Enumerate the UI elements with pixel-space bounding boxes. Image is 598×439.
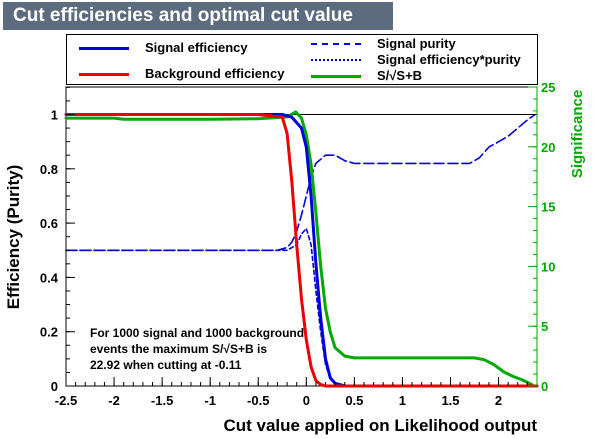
y2-tick-label: 5	[541, 319, 548, 334]
x-tick-label: 1	[399, 393, 406, 408]
annotation-line: 22.92 when cutting at -0.11	[90, 358, 242, 372]
legend-swatch	[311, 43, 361, 45]
legend-label: Signal purity	[377, 36, 456, 51]
x-tick-label: -1.5	[151, 393, 173, 408]
x-tick-label: -0.5	[247, 393, 269, 408]
legend-label: S/√S+B	[377, 68, 423, 83]
x-tick-label: 2	[495, 393, 502, 408]
y-axis-title: Efficiency (Purity)	[4, 165, 23, 310]
legend-swatch	[79, 47, 129, 50]
x-tick-label: 1.5	[441, 393, 459, 408]
y2-tick-label: 20	[541, 140, 555, 155]
legend-label: Signal efficiency	[145, 40, 248, 55]
legend-swatch	[311, 59, 361, 61]
series-line-signal-purity	[65, 113, 536, 252]
y2-tick-label: 10	[541, 259, 555, 274]
legend-swatch	[311, 75, 361, 78]
result-annotation: For 1000 signal and 1000 background even…	[90, 325, 360, 373]
y-tick-label: 0.2	[40, 325, 58, 340]
annotation-line: events the maximum S/√S+B is	[90, 342, 267, 356]
y2-tick-label: 0	[541, 379, 548, 394]
y-tick-label: 0.4	[40, 270, 59, 285]
legend-label: Signal efficiency*purity	[377, 52, 521, 67]
y-tick-label: 0.6	[40, 216, 58, 231]
x-axis-title: Cut value applied on Likelihood output	[223, 416, 537, 435]
x-tick-label: -2.5	[55, 393, 77, 408]
x-tick-label: 0.5	[345, 393, 363, 408]
series-line-s-s-b	[64, 110, 534, 387]
series-line-background-efficiency	[64, 113, 539, 388]
x-tick-label: 0	[303, 393, 310, 408]
y2-tick-label: 25	[541, 80, 555, 95]
series-layer	[64, 110, 539, 388]
axes: -2.5 -2 -1.5 -1 -0.5 0 0.5 1 1.5 200.20.40.60.810…	[40, 80, 556, 408]
legend-label: Background efficiency	[145, 66, 285, 81]
x-tick-label: -2	[108, 393, 120, 408]
legend: Signal efficiency Background efficiency …	[66, 34, 538, 85]
annotation-line: For 1000 signal and 1000 background	[90, 326, 305, 340]
y2-axis-title: Significance	[569, 90, 586, 178]
y-tick-label: 1	[51, 108, 58, 123]
y-tick-label: 0.8	[40, 162, 58, 177]
y-tick-label: 0	[51, 379, 58, 394]
y2-tick-label: 15	[541, 200, 555, 215]
legend-swatch	[79, 73, 129, 76]
chart-title: Cut efficiencies and optimal cut value	[3, 2, 393, 30]
x-tick-label: -1	[204, 393, 216, 408]
